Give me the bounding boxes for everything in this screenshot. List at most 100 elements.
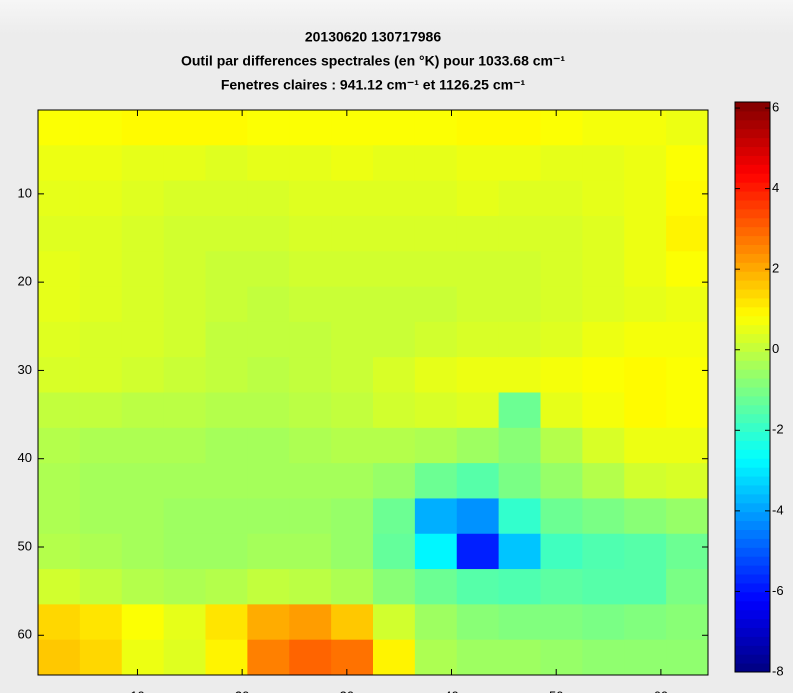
heatmap-cell [373, 322, 415, 358]
heatmap-cell [38, 463, 80, 499]
heatmap-cell [331, 393, 373, 429]
heatmap-cell [373, 534, 415, 570]
heatmap-cell [247, 534, 289, 570]
colorbar-swatch [735, 253, 770, 262]
heatmap-cell [247, 322, 289, 358]
heatmap-cell [206, 181, 248, 217]
chart: 20130620 130717986 Outil par differences… [0, 0, 793, 693]
heatmap-cell [499, 181, 541, 217]
heatmap-cell [122, 181, 164, 217]
heatmap-cell [122, 463, 164, 499]
heatmap-cell [164, 393, 206, 429]
heatmap-cell [38, 181, 80, 217]
colorbar-swatch [735, 218, 770, 227]
colorbar-swatch [735, 396, 770, 405]
heatmap-cell [624, 640, 666, 676]
x-tick-label: 30 [340, 688, 354, 693]
heatmap-cell [457, 357, 499, 393]
heatmap-cell [373, 181, 415, 217]
y-tick-label: 30 [18, 362, 32, 377]
heatmap-cell [541, 145, 583, 181]
title-line: Fenetres claires : 941.12 cm⁻¹ et 1126.2… [221, 77, 526, 93]
heatmap-cell [247, 287, 289, 323]
heatmap-cell [666, 145, 708, 181]
heatmap-cell [206, 463, 248, 499]
heatmap-cell [666, 181, 708, 217]
heatmap-cell [582, 463, 624, 499]
heatmap-cell [164, 322, 206, 358]
colorbar-swatch [735, 627, 770, 636]
colorbar-swatch [735, 351, 770, 360]
colorbar-swatch [735, 138, 770, 147]
heatmap-cell [289, 569, 331, 605]
colorbar-swatch [735, 485, 770, 494]
heatmap-cell [415, 251, 457, 287]
y-tick-label: 20 [18, 274, 32, 289]
heatmap-cell [415, 181, 457, 217]
heatmap-cell [247, 463, 289, 499]
heatmap-cell [122, 322, 164, 358]
heatmap-cell [247, 181, 289, 217]
colorbar-tick-label: -6 [772, 583, 784, 598]
colorbar-swatch [735, 342, 770, 351]
heatmap-cell [80, 181, 122, 217]
heatmap-cell [624, 145, 666, 181]
colorbar-swatch [735, 530, 770, 539]
heatmap-cell [206, 322, 248, 358]
colorbar-swatch [735, 289, 770, 298]
heatmap-cell [624, 357, 666, 393]
heatmap-cell [499, 463, 541, 499]
heatmap-cell [415, 393, 457, 429]
heatmap-cell [164, 463, 206, 499]
plot-area: 102030405060102030405060 [18, 110, 709, 693]
heatmap-cell [331, 287, 373, 323]
heatmap-cell [373, 251, 415, 287]
heatmap-cell [624, 604, 666, 640]
heatmap-cell [206, 498, 248, 534]
heatmap-cell [289, 251, 331, 287]
heatmap-cell [666, 110, 708, 146]
heatmap-cell [541, 498, 583, 534]
heatmap-cell [666, 569, 708, 605]
heatmap-cell [206, 604, 248, 640]
heatmap-cell [541, 393, 583, 429]
heatmap-cell [289, 604, 331, 640]
heatmap-cell [206, 393, 248, 429]
colorbar-swatch [735, 565, 770, 574]
heatmap-cell [624, 463, 666, 499]
heatmap-cell [373, 640, 415, 676]
heatmap-cell [457, 181, 499, 217]
heatmap-cell [331, 110, 373, 146]
heatmap-cell [80, 393, 122, 429]
heatmap-cell [457, 534, 499, 570]
heatmap-cell [415, 569, 457, 605]
heatmap-cell [373, 145, 415, 181]
heatmap-cell [289, 498, 331, 534]
heatmap-cell [331, 357, 373, 393]
colorbar-swatch [735, 120, 770, 129]
heatmap-cell [499, 287, 541, 323]
heatmap-cell [541, 357, 583, 393]
heatmap-cell [122, 498, 164, 534]
colorbar-swatch [735, 494, 770, 503]
heatmap-cell [582, 287, 624, 323]
heatmap-cell [38, 251, 80, 287]
colorbar-swatch [735, 440, 770, 449]
heatmap-cell [247, 640, 289, 676]
heatmap-cell [582, 569, 624, 605]
heatmap-cell [582, 604, 624, 640]
colorbar-swatch [735, 102, 770, 111]
heatmap-cell [122, 569, 164, 605]
heatmap-cell [415, 498, 457, 534]
heatmap-cell [122, 110, 164, 146]
heatmap-cell [499, 428, 541, 464]
heatmap-cell [80, 216, 122, 252]
heatmap-cell [164, 498, 206, 534]
colorbar-swatch [735, 200, 770, 209]
heatmap-cell [457, 498, 499, 534]
heatmap-cell [122, 216, 164, 252]
heatmap-cell [457, 640, 499, 676]
heatmap-cell [164, 287, 206, 323]
heatmap-cell [331, 534, 373, 570]
heatmap-cell [499, 251, 541, 287]
